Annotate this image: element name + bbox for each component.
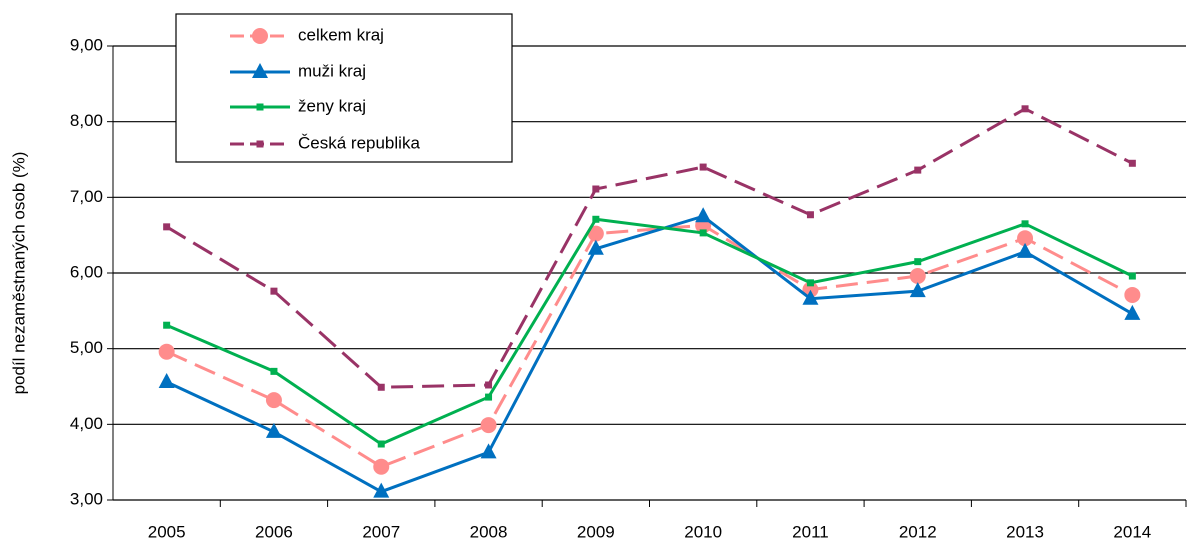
marker [377, 383, 385, 391]
marker [1124, 286, 1141, 303]
x-tick-label: 2006 [255, 522, 293, 541]
marker [480, 417, 497, 434]
marker [587, 225, 604, 242]
marker [163, 321, 171, 329]
y-tick-label: 4,00 [70, 414, 103, 433]
marker [914, 258, 922, 266]
marker [265, 392, 282, 409]
marker [163, 223, 171, 231]
marker [270, 287, 278, 295]
marker [587, 239, 604, 255]
marker [802, 289, 819, 305]
x-tick-label: 2005 [148, 522, 186, 541]
x-tick-label: 2010 [684, 522, 722, 541]
y-axis-label: podíl nezaměstnaných osob (%) [9, 152, 28, 395]
marker [270, 367, 278, 375]
legend-box [175, 13, 513, 163]
marker [158, 372, 175, 388]
marker [1021, 105, 1029, 113]
y-tick-label: 8,00 [70, 111, 103, 130]
series-line [165, 107, 1134, 389]
legend-label: Česká republika [298, 133, 420, 152]
marker [1017, 242, 1034, 258]
marker [914, 166, 922, 174]
legend-marker [256, 103, 264, 111]
marker [1124, 304, 1141, 320]
marker [909, 282, 926, 298]
marker [806, 211, 814, 219]
legend-label: ženy kraj [298, 96, 366, 115]
marker [373, 482, 390, 498]
series-line [166, 217, 1134, 446]
x-tick-label: 2013 [1006, 522, 1044, 541]
marker [1128, 272, 1136, 280]
legend-label: celkem kraj [298, 25, 384, 44]
series-line [166, 214, 1134, 494]
marker [699, 229, 707, 237]
marker [377, 440, 385, 448]
marker [1021, 220, 1029, 228]
series-line [166, 223, 1134, 469]
legend-label: muži kraj [298, 61, 366, 80]
marker [806, 279, 814, 287]
marker [699, 163, 707, 171]
x-tick-label: 2012 [899, 522, 937, 541]
x-tick-label: 2009 [577, 522, 615, 541]
marker [802, 281, 819, 298]
marker [592, 215, 600, 223]
x-tick-label: 2008 [470, 522, 508, 541]
marker [485, 381, 493, 389]
marker [1128, 159, 1136, 167]
marker [485, 393, 493, 401]
marker [695, 207, 712, 223]
legend-marker [252, 28, 268, 44]
x-tick-label: 2014 [1113, 522, 1151, 541]
x-tick-label: 2007 [362, 522, 400, 541]
legend-marker [252, 63, 268, 78]
marker [265, 422, 282, 438]
y-tick-label: 6,00 [70, 262, 103, 281]
marker [909, 268, 926, 285]
x-tick-label: 2011 [792, 522, 829, 541]
y-tick-label: 7,00 [70, 187, 103, 206]
marker [592, 185, 600, 193]
marker [373, 458, 390, 475]
marker [1017, 230, 1034, 247]
marker [480, 443, 497, 459]
y-tick-label: 5,00 [70, 338, 103, 357]
legend-marker [256, 140, 264, 148]
y-tick-label: 9,00 [70, 35, 103, 54]
y-tick-label: 3,00 [70, 489, 103, 508]
marker [158, 343, 175, 360]
